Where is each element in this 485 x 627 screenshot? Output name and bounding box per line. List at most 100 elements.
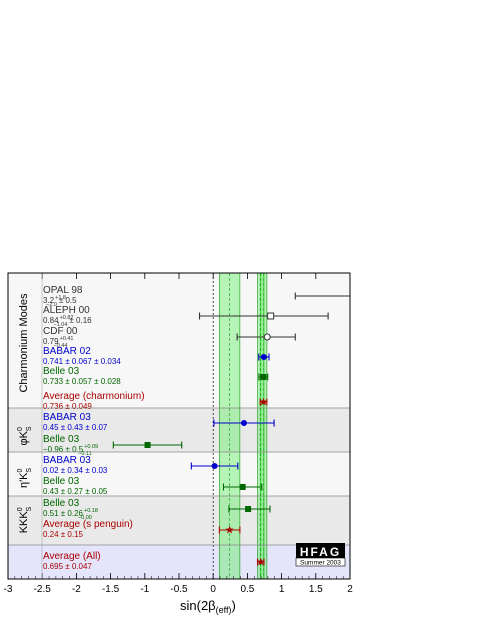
- point-label-central: 0.84: [43, 316, 59, 325]
- x-tick-label: 2: [347, 584, 353, 595]
- section-title-phik-main: φK: [18, 430, 30, 445]
- x-tick-label: 1: [279, 584, 285, 595]
- point-marker: [211, 463, 218, 469]
- point-label-name: Belle 03: [43, 434, 80, 445]
- section-bg: [8, 273, 350, 408]
- point-label-syst-error: ± 0.5: [59, 296, 77, 305]
- point-label-central: 0.02 ± 0.34 ± 0.03: [43, 466, 108, 475]
- point-label-value: 0.733 ± 0.057 ± 0.028: [43, 377, 121, 386]
- point-marker: [259, 397, 268, 406]
- hfag-logo-text: HFAG: [300, 545, 341, 559]
- point-label-value: 0.84+0.82 −1.04 ± 0.16: [43, 315, 92, 328]
- point-label-syst-error: ± 0.16: [69, 316, 92, 325]
- point-label-name: Average (charmonium): [43, 391, 145, 402]
- section-bg: [8, 496, 350, 545]
- x-tick-label: -2.5: [34, 584, 52, 595]
- x-tick-label: -0.5: [170, 584, 188, 595]
- section-title-etak-main: η′K: [18, 472, 30, 488]
- point-marker: [260, 374, 267, 380]
- point-marker: [240, 420, 247, 426]
- point-label-name: CDF 00: [43, 326, 78, 337]
- point-label-plus-error: +1.8: [55, 295, 66, 301]
- x-tick-label: 0: [210, 584, 216, 595]
- section-title-etak: η′K0 S: [17, 468, 33, 488]
- point-label-central: 0.43 ± 0.27 ± 0.05: [43, 487, 108, 496]
- point-marker: [260, 354, 267, 360]
- section-bg: [8, 452, 350, 496]
- point-label-value: −0.96 ± 0.5+0.09 −0.11: [43, 444, 98, 457]
- point-label-name: BABAR 03: [43, 455, 91, 466]
- x-tick-label: 1.5: [309, 584, 323, 595]
- point-label-plus-error: +0.09: [84, 444, 98, 450]
- point-label-name: BABAR 02: [43, 346, 91, 357]
- point-label-name: ALEPH 00: [43, 305, 90, 316]
- point-marker: [225, 525, 234, 534]
- point-label-name: OPAL 98: [43, 285, 83, 296]
- point-label-central: 0.79: [43, 337, 59, 346]
- section-title-kkk: KKK0 S: [17, 506, 33, 533]
- point-label-central: 3.2: [43, 296, 55, 305]
- data-points: [112, 292, 350, 566]
- point-label-name: Belle 03: [43, 498, 80, 509]
- x-tick-label: -1.5: [102, 584, 120, 595]
- point-label-value: 0.79+0.41 −0.44: [43, 336, 74, 349]
- hfag-logo-subtitle-box: [295, 557, 346, 567]
- point-label-minus-error: −0.44: [54, 343, 68, 349]
- point-label-value: 0.45 ± 0.43 ± 0.07: [43, 423, 108, 432]
- point-label-plus-error: +0.82: [60, 315, 74, 321]
- point-label-central: 0.736 ± 0.049: [43, 402, 92, 411]
- point-label-value: 0.741 ± 0.067 ± 0.034: [43, 357, 121, 366]
- section-title-kkk-main: KKK: [18, 511, 30, 534]
- section-title-kkk-sup: 0: [17, 507, 24, 511]
- point-label-name: Belle 03: [43, 476, 80, 487]
- point-label-central: 0.695 ± 0.047: [43, 562, 92, 571]
- point-label-minus-error: −1.04: [54, 322, 68, 328]
- point-label-central: 0.45 ± 0.43 ± 0.07: [43, 423, 108, 432]
- point-label-plus-error: +0.41: [60, 336, 74, 342]
- x-axis-label-close: ): [232, 598, 236, 613]
- plot-border: [7, 272, 351, 580]
- x-tick-label: -3: [4, 584, 13, 595]
- point-label-central: −0.96 ± 0.5: [43, 445, 84, 454]
- hfag-logo-subtitle: Summer 2003: [300, 560, 341, 567]
- section-title-charmonium: Charmonium Modes: [18, 293, 30, 393]
- point-marker: [267, 312, 275, 320]
- section-titles: Charmonium Modes φK0 S η′K0 S KKK0 S: [17, 293, 33, 533]
- point-label-central: 0.733 ± 0.057 ± 0.028: [43, 377, 121, 386]
- point-marker: [144, 442, 151, 448]
- point-label-name: Average (s penguin): [43, 519, 133, 530]
- section-title-kkk-sub: S: [26, 506, 33, 511]
- point-label-value: 0.51 ± 0.26+0.18 −0.00: [43, 508, 98, 521]
- point-label-minus-error: −0.00: [78, 515, 92, 521]
- section-title-etak-sup: 0: [17, 469, 24, 473]
- hfag-logo: HFAG Summer 2003: [295, 543, 346, 567]
- section-title-phik-sub: S: [26, 426, 33, 431]
- point-marker: [263, 333, 271, 341]
- point-label-central: 0.24 ± 0.15: [43, 530, 84, 539]
- point-label-value: 0.02 ± 0.34 ± 0.03: [43, 466, 108, 475]
- point-label-plus-error: +0.18: [84, 508, 98, 514]
- point-label-value: 3.2+1.8 −2.0 ± 0.5: [43, 295, 77, 308]
- point-marker: [256, 557, 265, 566]
- x-tick-label: -1: [140, 584, 149, 595]
- point-label-value: 0.24 ± 0.15: [43, 530, 84, 539]
- point-label-central: 0.51 ± 0.26: [43, 509, 84, 518]
- x-axis-label: sin(2β(eff)): [180, 598, 236, 615]
- point-label-central: 0.741 ± 0.067 ± 0.034: [43, 357, 121, 366]
- x-tick-label: -2: [72, 584, 81, 595]
- x-tick-label: 0.5: [240, 584, 254, 595]
- point-label-value: 0.43 ± 0.27 ± 0.05: [43, 487, 108, 496]
- section-title-phik-sup: 0: [17, 427, 24, 431]
- point-label-name: Average (All): [43, 551, 101, 562]
- point-label-name: Belle 03: [43, 366, 80, 377]
- point-marker: [245, 506, 252, 512]
- x-axis-label-sub: (eff): [216, 605, 232, 615]
- point-label-minus-error: −0.11: [78, 451, 92, 457]
- point-label-minus-error: −2.0: [46, 302, 57, 308]
- point-label-value: 0.736 ± 0.049: [43, 402, 92, 411]
- x-axis-label-main: sin(2β: [180, 598, 216, 613]
- point-label-name: BABAR 03: [43, 412, 91, 423]
- section-title-phik: φK0 S: [17, 426, 33, 445]
